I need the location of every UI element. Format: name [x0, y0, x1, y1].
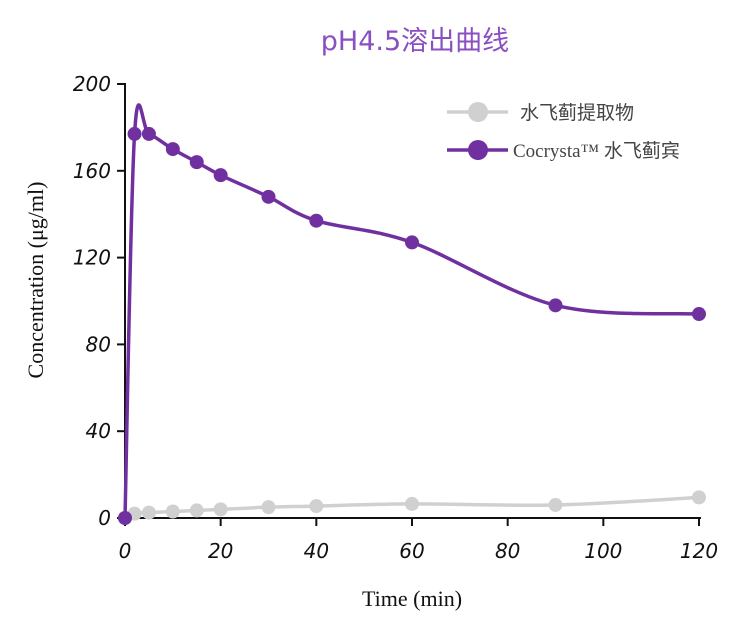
x-axis-label: Time (min) [362, 586, 462, 611]
x-tick-label: 80 [495, 539, 520, 563]
data-point [213, 168, 228, 183]
y-axis-label: Concentration (μg/ml) [23, 182, 48, 379]
legend-label: 水飞蓟提取物 [520, 102, 634, 124]
data-point [405, 235, 419, 250]
legend-marker [468, 102, 488, 122]
data-point [141, 126, 156, 141]
data-point [189, 503, 204, 518]
x-tick-label: 60 [399, 539, 424, 563]
data-point [309, 213, 324, 228]
x-tick-label: 40 [304, 539, 329, 563]
y-tick-label: 120 [73, 246, 111, 270]
chart-title: pH4.5溶出曲线 [321, 26, 509, 57]
legend-marker [468, 140, 488, 160]
y-tick-label: 40 [86, 419, 111, 443]
data-point [261, 500, 276, 515]
data-point [692, 307, 706, 322]
data-point [548, 497, 563, 512]
x-tick-label: 120 [680, 539, 718, 563]
x-tick-label: 20 [208, 539, 233, 563]
data-point [189, 155, 204, 170]
data-point [548, 298, 563, 313]
y-tick-label: 160 [73, 159, 111, 183]
data-point [213, 502, 228, 517]
x-tick-label: 100 [584, 539, 622, 563]
legend-label: Cocrysta™ 水飞蓟宾 [513, 140, 680, 162]
data-point [692, 490, 706, 505]
y-tick-label: 200 [73, 72, 111, 96]
data-point [141, 505, 156, 520]
data-point [127, 126, 142, 141]
data-point [261, 189, 276, 204]
data-point [309, 499, 324, 514]
data-point [165, 142, 180, 157]
data-point [405, 496, 419, 511]
x-tick-label: 0 [119, 539, 132, 563]
y-tick-label: 80 [86, 332, 111, 356]
y-tick-label: 0 [98, 506, 111, 530]
data-point [165, 504, 180, 519]
series-line-1 [123, 103, 700, 519]
data-point [118, 511, 132, 525]
